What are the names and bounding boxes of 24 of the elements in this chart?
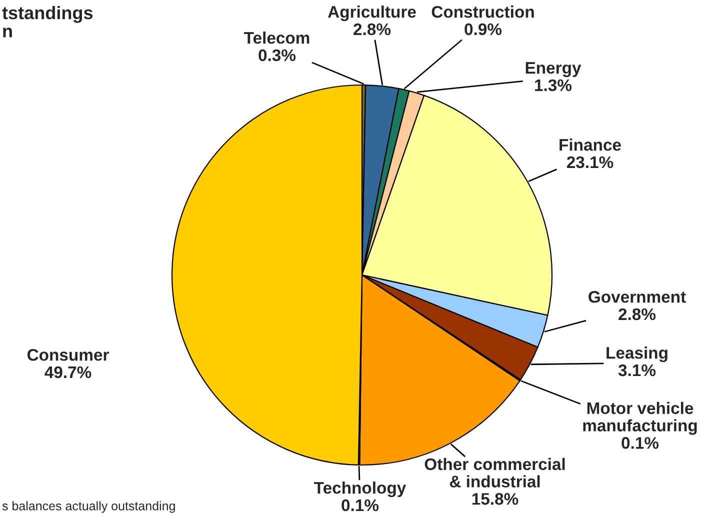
slice-label: Energy — [526, 62, 582, 78]
slice-label: Consumer — [27, 349, 109, 361]
text: s balances actually outstanding — [2, 501, 175, 513]
data-label: 23.1% — [566, 156, 614, 168]
chart-title: tstandings n — [2, 6, 93, 38]
data-label: 1.3% — [535, 79, 572, 92]
slice-label: Finance — [560, 138, 621, 151]
data-label: 0.9% — [464, 23, 502, 36]
data-label: 0.1% — [342, 499, 379, 512]
slice-label: Telecom — [244, 32, 310, 44]
slice-label: Agriculture — [328, 6, 416, 22]
slice-label: Construction — [432, 6, 534, 18]
slice-label: Leasing — [606, 346, 668, 362]
data-label: 0.1% — [622, 437, 659, 449]
data-label: 49.7% — [44, 366, 92, 378]
slice-label: Government — [588, 291, 686, 303]
data-label: 3.1% — [618, 364, 656, 376]
data-label: 2.8% — [618, 308, 656, 320]
data-label: 0.3% — [258, 49, 296, 62]
data-label: 2.8% — [354, 23, 391, 36]
data-label: 15.8% — [472, 493, 518, 505]
slice-label: Other commercial & industrial — [424, 458, 565, 488]
slice-label: Technology — [314, 482, 406, 498]
slice-label: Motor vehicle manufacturing — [583, 402, 697, 435]
